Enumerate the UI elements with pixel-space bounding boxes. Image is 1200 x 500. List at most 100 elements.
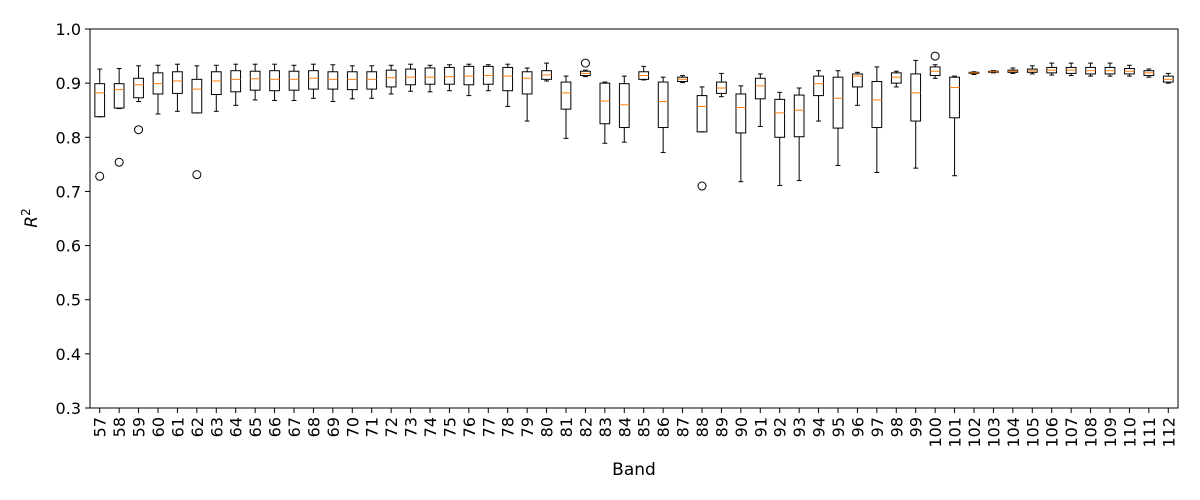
box-iqr	[754, 77, 766, 100]
box-band-103	[988, 70, 999, 74]
box-iqr	[94, 83, 106, 118]
box-band-61	[172, 63, 183, 112]
box-iqr	[288, 70, 300, 91]
box-iqr	[308, 70, 319, 90]
y-tick-label: 0.6	[56, 237, 81, 256]
box-band-82	[580, 58, 591, 78]
x-tick-label: 110	[1120, 417, 1139, 448]
box-iqr	[133, 77, 144, 99]
box-iqr	[852, 73, 863, 88]
box-band-87	[677, 75, 688, 84]
x-axis-title: Band	[612, 460, 656, 480]
x-tick-label: 79	[518, 417, 537, 437]
box-iqr	[463, 65, 475, 86]
box-band-96	[852, 71, 863, 106]
x-tick-label: 106	[1043, 417, 1062, 448]
x-tick-label: 101	[946, 417, 965, 448]
x-tick-label: 108	[1082, 417, 1101, 448]
plot-background	[90, 29, 1178, 408]
box-iqr	[327, 71, 339, 90]
x-tick-label: 63	[207, 417, 226, 437]
x-tick-label: 94	[810, 417, 829, 437]
x-tick-label: 72	[382, 417, 401, 437]
box-iqr	[210, 71, 222, 96]
box-band-86	[657, 76, 669, 153]
x-axis: 57 58 59 60 61 62 63 64 65 66 67 68 69 70 71 72 73 74 75 76…	[91, 408, 1178, 448]
box-iqr	[502, 66, 514, 92]
x-tick-label: 73	[402, 417, 421, 437]
x-tick-label: 77	[479, 417, 498, 437]
box-band-62	[191, 65, 203, 180]
box-band-102	[968, 71, 980, 75]
box-band-65	[249, 63, 261, 101]
x-tick-label: 111	[1140, 417, 1159, 448]
x-tick-label: 99	[907, 417, 926, 437]
box-iqr	[949, 76, 960, 119]
x-tick-label: 98	[887, 417, 906, 437]
y-tick-label: 1.0	[56, 20, 81, 39]
box-iqr	[521, 71, 533, 95]
box-iqr	[269, 70, 280, 92]
box-band-58	[113, 68, 125, 167]
box-band-105	[1026, 65, 1038, 75]
box-iqr	[774, 98, 786, 138]
x-tick-label: 76	[460, 417, 479, 437]
x-tick-label: 64	[227, 417, 246, 437]
x-tick-label: 95	[829, 417, 848, 437]
box-iqr	[366, 71, 378, 90]
box-band-69	[327, 64, 339, 103]
x-tick-label: 57	[91, 417, 110, 437]
x-tick-label: 88	[693, 417, 712, 437]
box-band-98	[890, 70, 902, 88]
box-band-90	[735, 85, 747, 183]
plot-frame	[89, 28, 1179, 409]
box-band-75	[444, 64, 455, 92]
outlier-point	[114, 157, 124, 167]
box-band-60	[152, 64, 164, 115]
y-tick-label: 0.3	[56, 399, 81, 418]
x-tick-label: 100	[926, 417, 945, 448]
x-tick-label: 91	[751, 417, 770, 437]
box-band-63	[210, 64, 222, 112]
outlier-point	[95, 171, 105, 181]
box-band-85	[638, 65, 650, 81]
box-band-81	[560, 75, 572, 139]
x-tick-label: 62	[188, 417, 207, 437]
x-tick-label: 107	[1062, 417, 1081, 448]
box-band-109	[1104, 62, 1116, 77]
x-tick-label: 58	[110, 417, 129, 437]
box-iqr	[910, 73, 922, 122]
box-band-64	[230, 63, 242, 106]
box-band-79	[521, 67, 533, 122]
x-tick-label: 104	[1004, 417, 1023, 448]
x-tick-label: 105	[1023, 417, 1042, 448]
x-tick-label: 59	[130, 417, 149, 437]
box-iqr	[813, 75, 824, 97]
x-tick-label: 85	[635, 417, 654, 437]
box-band-77	[482, 64, 494, 92]
box-iqr	[599, 82, 611, 125]
y-tick-label: 0.9	[56, 74, 81, 93]
y-axis-title-base: R	[22, 216, 42, 228]
x-tick-label: 71	[363, 417, 382, 437]
box-band-107	[1065, 62, 1077, 77]
x-tick-label: 93	[790, 417, 809, 437]
box-band-66	[269, 63, 280, 101]
y-tick-label: 0.5	[56, 291, 81, 310]
box-band-70	[346, 65, 358, 100]
x-tick-label: 89	[712, 417, 731, 437]
box-band-67	[288, 64, 300, 101]
box-band-104	[1007, 67, 1019, 74]
x-tick-label: 70	[343, 417, 362, 437]
x-tick-label: 81	[557, 417, 576, 437]
box-iqr	[113, 83, 125, 109]
x-tick-label: 109	[1101, 417, 1120, 448]
box-band-71	[366, 65, 378, 99]
box-band-111	[1143, 68, 1155, 78]
box-band-88	[696, 86, 708, 191]
box-iqr	[871, 81, 883, 129]
box-band-95	[832, 70, 844, 166]
x-tick-label: 96	[848, 417, 867, 437]
x-tick-label: 97	[868, 417, 887, 437]
